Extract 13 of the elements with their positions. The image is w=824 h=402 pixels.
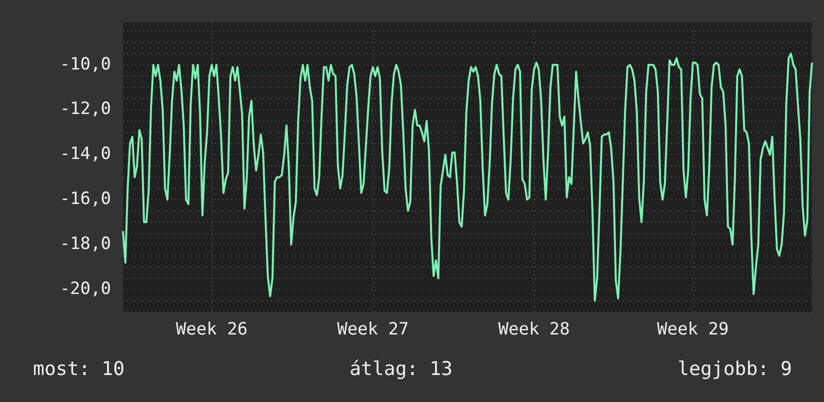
y-tick-label: -16,0 [60, 189, 111, 210]
text: legjobb: 9 [678, 358, 792, 380]
x-tick-label: Week 26 [176, 320, 248, 340]
x-tick-label: Week 27 [337, 320, 409, 340]
y-tick-label: -20,0 [60, 278, 111, 299]
x-tick-label: Week 29 [657, 320, 729, 340]
text: átlag: 13 [350, 358, 453, 380]
text: most: 10 [33, 358, 125, 380]
y-tick-label: -10,0 [60, 54, 111, 74]
y-tick-label: -18,0 [60, 234, 111, 254]
y-tick-label: -12,0 [60, 99, 111, 120]
y-tick-label: -14,0 [60, 144, 111, 164]
x-tick-label: Week 28 [498, 320, 570, 340]
